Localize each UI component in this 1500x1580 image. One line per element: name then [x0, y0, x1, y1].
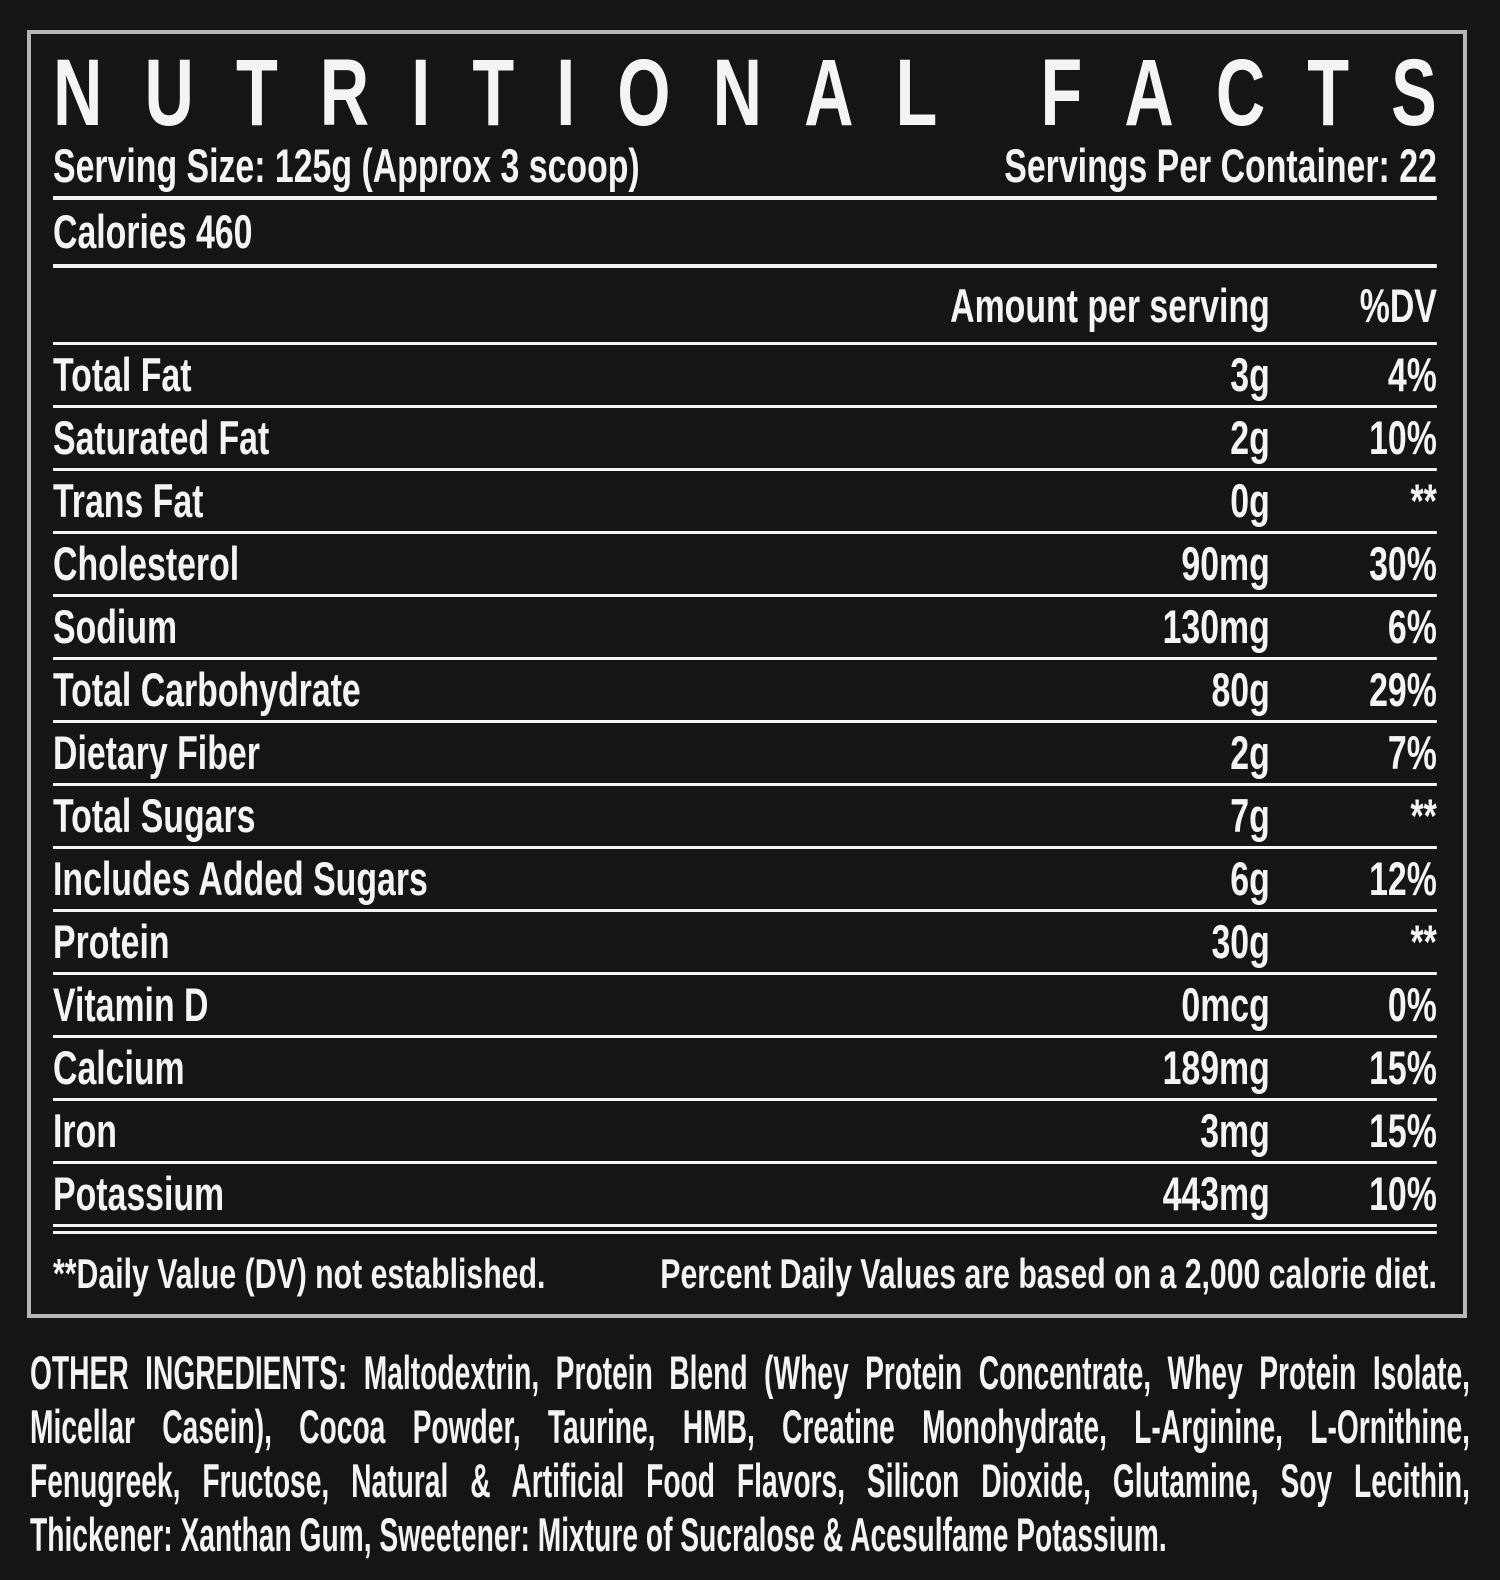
ingredients-line: Fenugreek, Fructose, Natural & Artificia…	[30, 1454, 1470, 1507]
nutrient-name: Iron	[53, 1104, 117, 1157]
footnote-row: **Daily Value (DV) not established. Perc…	[53, 1234, 1437, 1314]
table-row: Sodium 130mg 6%	[53, 597, 1437, 660]
nutrient-dv: **	[1410, 474, 1437, 527]
ingredients-line: Thickener: Xanthan Gum, Sweetener: Mixtu…	[30, 1508, 1167, 1561]
separator-line	[53, 196, 1437, 200]
nutrient-dv: 12%	[1369, 852, 1437, 905]
nutrient-name: Vitamin D	[53, 978, 209, 1031]
title-char: T	[235, 40, 278, 146]
table-row: Calcium 189mg 15%	[53, 1038, 1437, 1101]
title-char: O	[617, 40, 671, 146]
table-row: Saturated Fat 2g 10%	[53, 408, 1437, 471]
nutrient-amount: 2g	[1230, 726, 1270, 779]
nutrient-amount: 90mg	[1181, 537, 1270, 590]
calories-row: Calories 460	[53, 200, 1437, 264]
nutrient-dv: 0%	[1387, 978, 1437, 1031]
nutrient-dv: **	[1410, 915, 1437, 968]
nutrient-name: Dietary Fiber	[53, 726, 260, 779]
nutrient-name: Includes Added Sugars	[53, 852, 428, 905]
title-char: N	[712, 40, 762, 146]
nutrient-amount: 0mcg	[1181, 978, 1270, 1031]
title-char: L	[895, 40, 938, 146]
title-char: I	[411, 40, 431, 146]
nutrient-name: Saturated Fat	[53, 411, 270, 464]
title-char: T	[472, 40, 515, 146]
title-char: R	[319, 40, 370, 146]
ingredients-line: Micellar Casein), Cocoa Powder, Taurine,…	[30, 1400, 1470, 1453]
table-row: Total Sugars 7g **	[53, 786, 1437, 849]
servings-per-container: Servings Per Container: 22	[1004, 139, 1437, 192]
nutrient-dv: 15%	[1369, 1104, 1437, 1157]
nutrient-amount: 30g	[1211, 915, 1270, 968]
dv-not-established-note: **Daily Value (DV) not established.	[53, 1250, 546, 1297]
table-row: Total Carbohydrate 80g 29%	[53, 660, 1437, 723]
nutrient-dv: **	[1410, 789, 1437, 842]
nutrient-name: Sodium	[53, 600, 178, 653]
serving-size: Serving Size: 125g (Approx 3 scoop)	[53, 139, 640, 192]
nutrient-dv: 15%	[1369, 1041, 1437, 1094]
nutrient-amount: 130mg	[1162, 600, 1270, 653]
nutrient-name: Calcium	[53, 1041, 185, 1094]
ingredients-line: OTHER INGREDIENTS: Maltodextrin, Protein…	[30, 1346, 1470, 1399]
title-char: C	[1215, 40, 1266, 146]
nutrient-amount: 443mg	[1162, 1167, 1270, 1220]
nutrient-dv: 4%	[1387, 348, 1437, 401]
title-char: U	[144, 40, 194, 146]
title-char: A	[804, 40, 854, 146]
percent-dv-header: %DV	[1359, 278, 1437, 332]
title-char: T	[1307, 40, 1350, 146]
title-char: F	[1040, 40, 1083, 146]
nutrient-name: Total Carbohydrate	[53, 663, 361, 716]
nutrient-dv: 10%	[1369, 1167, 1437, 1220]
amount-per-serving-header: Amount per serving	[950, 278, 1270, 332]
table-row: Includes Added Sugars 6g 12%	[53, 849, 1437, 912]
nutrient-name: Protein	[53, 915, 170, 968]
nutrient-dv: 30%	[1369, 537, 1437, 590]
table-row: Protein 30g **	[53, 912, 1437, 975]
title-char: S	[1391, 40, 1437, 146]
nutrient-name: Trans Fat	[53, 474, 204, 527]
separator-line	[53, 264, 1437, 268]
title-char: N	[53, 40, 103, 146]
table-row: Potassium 443mg 10%	[53, 1164, 1437, 1224]
thick-separator	[53, 1224, 1437, 1234]
table-row: Iron 3mg 15%	[53, 1101, 1437, 1164]
separator-line	[53, 342, 1437, 345]
table-row: Cholesterol 90mg 30%	[53, 534, 1437, 597]
table-row: Total Fat 3g 4%	[53, 345, 1437, 408]
nutrient-amount: 2g	[1230, 411, 1270, 464]
nutrient-amount: 189mg	[1162, 1041, 1270, 1094]
table-row: Trans Fat 0g **	[53, 471, 1437, 534]
nutrient-dv: 7%	[1387, 726, 1437, 779]
title-char: A	[1124, 40, 1174, 146]
other-ingredients: OTHER INGREDIENTS: Maltodextrin, Protein…	[30, 1346, 1470, 1562]
nutrient-dv: 29%	[1369, 663, 1437, 716]
title-char	[979, 44, 998, 142]
nutrient-amount: 7g	[1230, 789, 1270, 842]
nutrient-name: Total Sugars	[53, 789, 256, 842]
title-char: I	[556, 40, 576, 146]
calories-value: Calories 460	[53, 205, 253, 258]
nutrient-rows: Total Fat 3g 4% Saturated Fat 2g 10% Tra…	[53, 345, 1437, 1224]
nutrient-amount: 0g	[1230, 474, 1270, 527]
nutrient-dv: 6%	[1387, 600, 1437, 653]
nutrient-name: Potassium	[53, 1167, 225, 1220]
nutrient-amount: 3mg	[1200, 1104, 1270, 1157]
serving-row: Serving Size: 125g (Approx 3 scoop) Serv…	[53, 142, 1437, 190]
nutrient-amount: 6g	[1230, 852, 1270, 905]
nutrient-dv: 10%	[1369, 411, 1437, 464]
nutrient-amount: 3g	[1230, 348, 1270, 401]
nutrient-name: Total Fat	[53, 348, 192, 401]
percent-dv-note: Percent Daily Values are based on a 2,00…	[660, 1250, 1437, 1297]
table-header: Amount per serving %DV	[53, 268, 1437, 342]
table-row: Vitamin D 0mcg 0%	[53, 975, 1437, 1038]
nutrient-name: Cholesterol	[53, 537, 240, 590]
nutrient-amount: 80g	[1211, 663, 1270, 716]
table-row: Dietary Fiber 2g 7%	[53, 723, 1437, 786]
